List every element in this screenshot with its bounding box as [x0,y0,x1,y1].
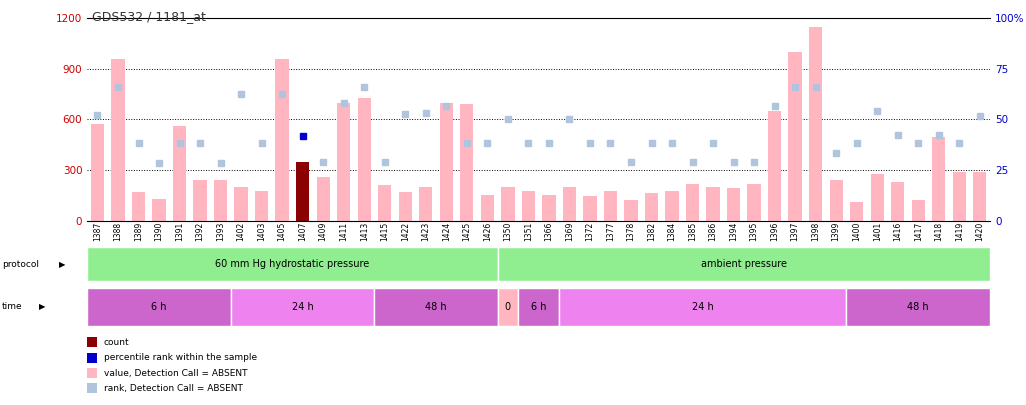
Bar [378,185,391,221]
Bar [357,98,370,221]
Bar [480,194,494,221]
Bar [952,172,965,221]
Bar [911,200,924,221]
Text: percentile rank within the sample: percentile rank within the sample [104,353,256,362]
Bar [498,247,990,281]
Bar [213,180,227,221]
Bar [316,177,329,221]
Bar [193,180,206,221]
Bar [932,137,945,221]
Text: GDS532 / 1181_at: GDS532 / 1181_at [92,10,206,23]
Text: ambient pressure: ambient pressure [701,259,787,269]
Text: 6 h: 6 h [530,302,547,312]
Text: 24 h: 24 h [291,302,314,312]
Text: 24 h: 24 h [692,302,714,312]
Bar [583,196,596,221]
Text: 48 h: 48 h [425,302,447,312]
Bar [275,59,289,221]
Text: rank, Detection Call = ABSENT: rank, Detection Call = ABSENT [104,384,242,393]
Bar [850,202,863,221]
Text: protocol: protocol [2,260,39,269]
Text: value, Detection Call = ABSENT: value, Detection Call = ABSENT [104,369,247,377]
Bar [726,188,740,221]
Bar [374,288,498,326]
Bar [234,187,247,221]
Bar [231,288,374,326]
Bar [973,172,986,221]
Text: time: time [2,302,23,311]
Bar [788,52,801,221]
Bar [295,162,310,221]
Text: 48 h: 48 h [907,302,930,312]
Text: count: count [104,338,129,347]
Bar [521,191,535,221]
Text: ▶: ▶ [58,260,65,269]
Bar [498,288,518,326]
Bar [460,104,473,221]
Bar [152,199,165,221]
Bar [767,111,781,221]
Bar [747,184,760,221]
Bar [254,191,268,221]
Bar [706,187,719,221]
Text: 0: 0 [505,302,511,312]
Text: 6 h: 6 h [151,302,167,312]
Bar [419,187,432,221]
Bar [90,124,105,221]
Bar [846,288,990,326]
Bar [829,180,842,221]
Bar [518,288,559,326]
Bar [131,192,145,221]
Bar [603,191,617,221]
Bar [398,192,411,221]
Bar [644,193,658,221]
Bar [87,288,231,326]
Text: 60 mm Hg hydrostatic pressure: 60 mm Hg hydrostatic pressure [215,259,369,269]
Text: ▶: ▶ [39,302,45,311]
Bar [439,102,452,221]
Bar [562,187,576,221]
Bar [87,247,498,281]
Bar [891,182,904,221]
Bar [559,288,846,326]
Bar [172,126,186,221]
Bar [808,27,822,221]
Bar [624,200,637,221]
Bar [870,174,883,221]
Bar [111,59,124,221]
Bar [501,187,514,221]
Bar [542,194,555,221]
Bar [685,184,699,221]
Bar [665,191,678,221]
Bar [337,102,350,221]
